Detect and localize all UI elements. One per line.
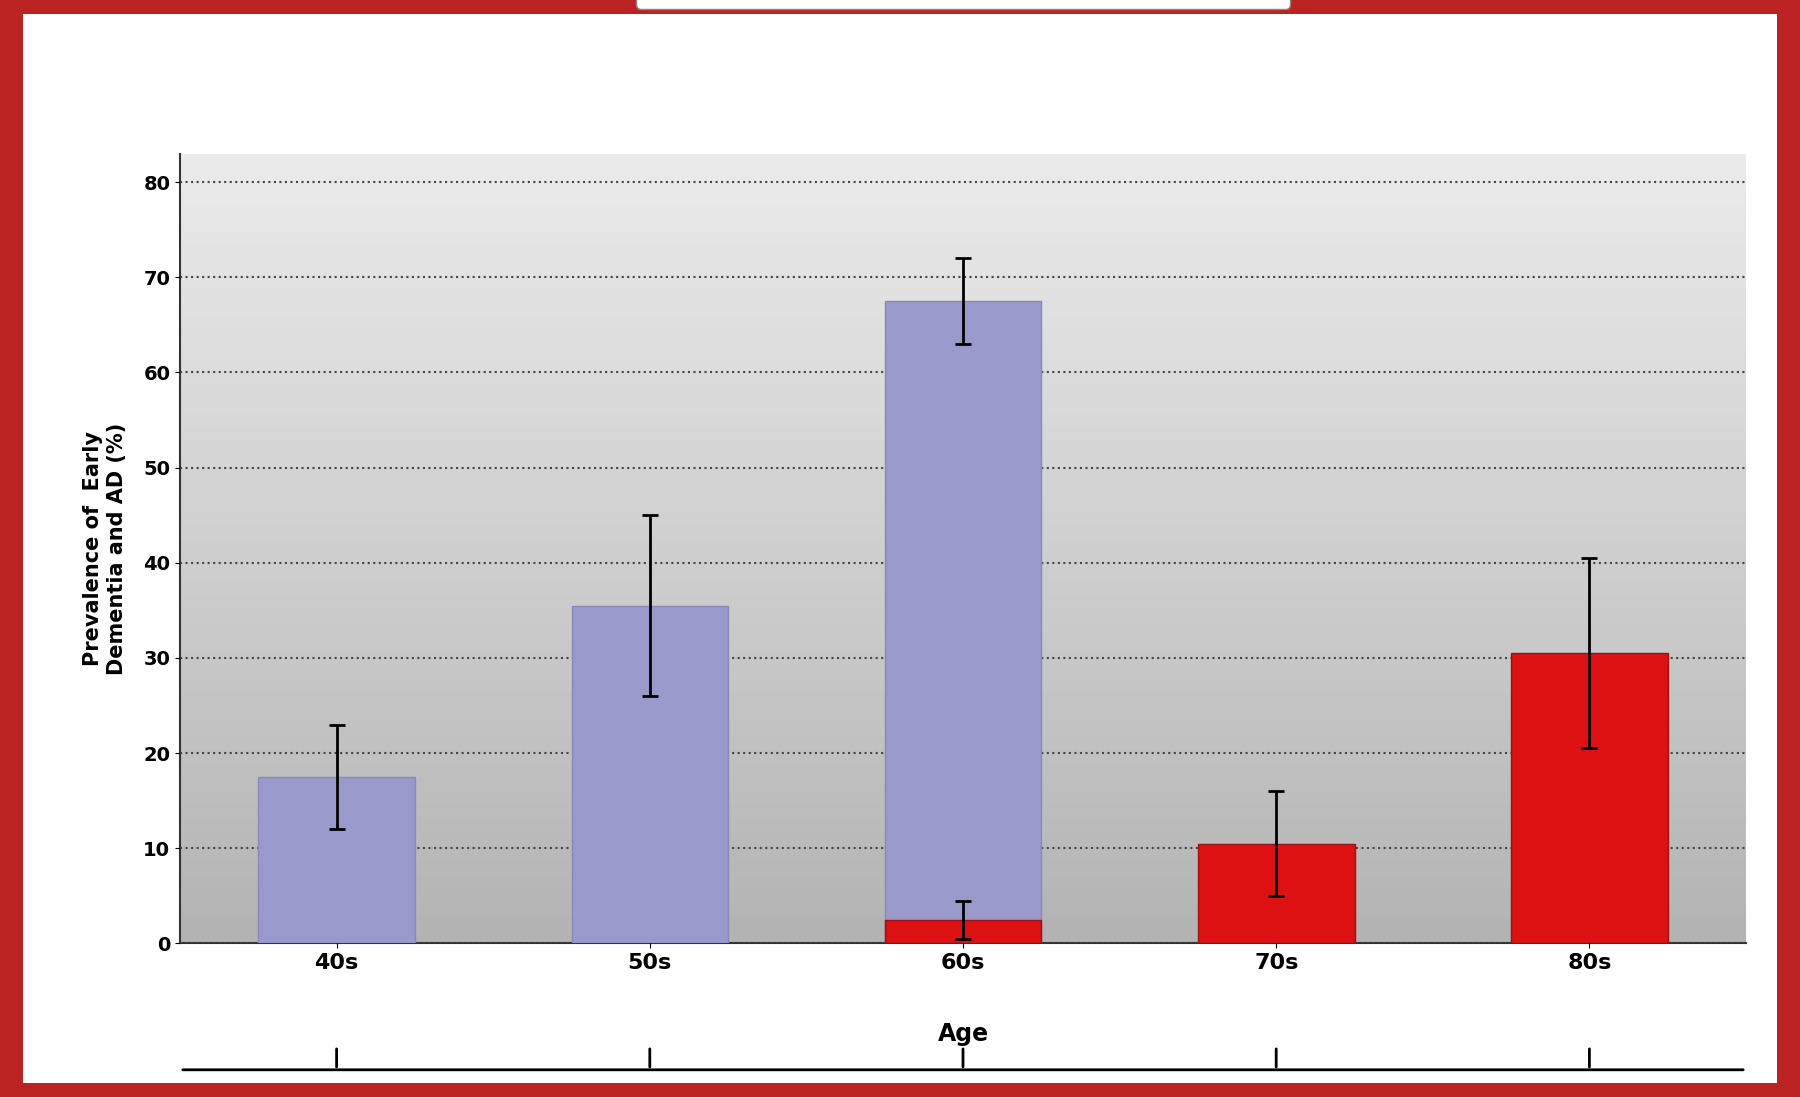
Y-axis label: Prevalence of  Early
Dementia and AD (%): Prevalence of Early Dementia and AD (%) bbox=[83, 422, 126, 675]
Bar bbox=[1199, 844, 1354, 943]
X-axis label: Age: Age bbox=[938, 1021, 988, 1045]
Bar bbox=[259, 777, 414, 943]
Legend: DS population, US population: DS population, US population bbox=[635, 0, 1291, 9]
Bar bbox=[886, 919, 1042, 943]
Bar bbox=[886, 301, 1042, 943]
Bar bbox=[572, 606, 727, 943]
Bar bbox=[1512, 653, 1669, 943]
